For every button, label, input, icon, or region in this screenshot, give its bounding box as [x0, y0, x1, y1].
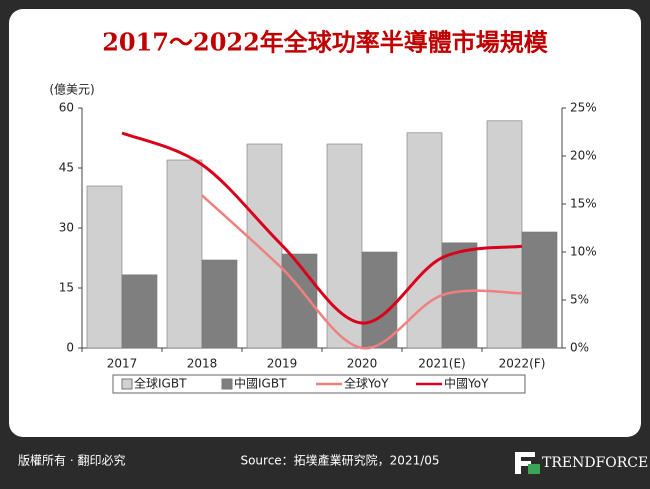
bar: [121, 274, 158, 349]
x-tick-label: 2019: [267, 357, 298, 371]
y2-tick-label: 20%: [570, 149, 597, 163]
y2-tick-label: 5%: [570, 293, 589, 307]
y-axis-label: (億美元): [49, 83, 94, 97]
bar: [246, 143, 283, 349]
x-tick-label: 2018: [187, 357, 218, 371]
y-tick-label: 30: [59, 221, 74, 235]
bar: [406, 132, 443, 349]
bar: [486, 120, 523, 349]
bar: [521, 231, 558, 349]
y-tick-label: 45: [59, 161, 74, 175]
legend-label: 全球YoY: [344, 376, 389, 391]
brand-logo: [515, 452, 535, 474]
y2-tick-label: 0%: [570, 341, 589, 355]
y-tick-label: 15: [59, 281, 74, 295]
line: [201, 194, 523, 350]
chart-title: 2017～2022年全球功率半導體市場規模: [102, 28, 549, 57]
bar: [361, 251, 398, 349]
legend-swatch: [221, 378, 233, 390]
legend-label: 中國IGBT: [234, 376, 287, 391]
x-tick-label: 2022(F): [499, 357, 546, 371]
source: Source：拓墣產業研究院，2021/05: [240, 453, 439, 468]
line: [121, 131, 523, 325]
copyright: 版權所有 · 翻印必究: [18, 453, 125, 468]
bar: [201, 259, 238, 349]
y2-tick-label: 15%: [570, 197, 597, 211]
legend-swatch: [121, 378, 133, 390]
y2-tick-label: 25%: [570, 101, 597, 115]
brand: TRENDFORCE: [542, 455, 648, 471]
x-tick-label: 2020: [347, 357, 378, 371]
bar: [86, 185, 123, 349]
bar: [281, 253, 318, 349]
bar: [441, 242, 478, 349]
x-tick-label: 2017: [107, 357, 138, 371]
y2-tick-label: 10%: [570, 245, 597, 259]
y-tick-label: 0: [66, 341, 74, 355]
x-tick-label: 2021(E): [418, 357, 465, 371]
brand-logo-accent: [528, 464, 540, 474]
legend-label: 全球IGBT: [134, 376, 187, 391]
y-tick-label: 60: [59, 101, 74, 115]
bar: [166, 159, 203, 349]
legend-label: 中國YoY: [444, 376, 489, 391]
